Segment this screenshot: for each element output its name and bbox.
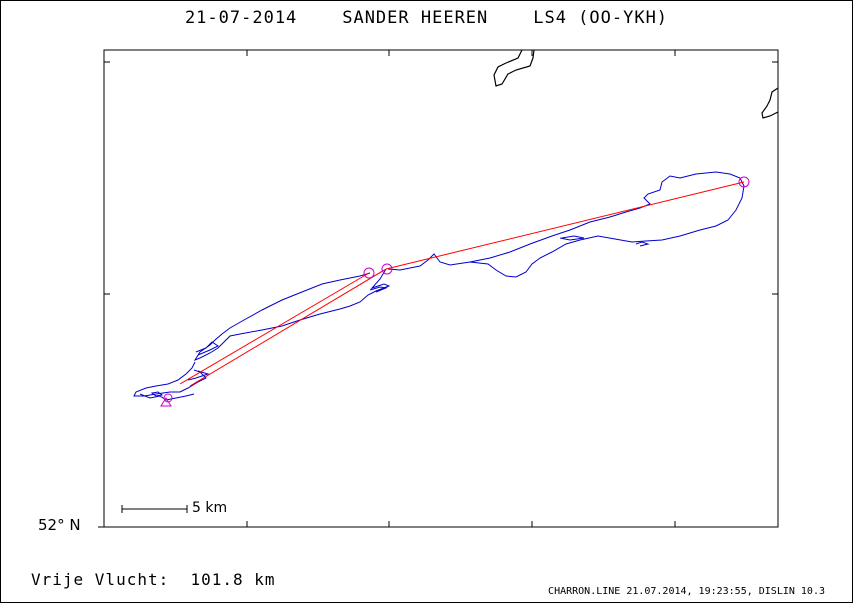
map-border <box>103 49 779 528</box>
task-legs <box>179 181 745 387</box>
flight-title: 21-07-2014 SANDER HEEREN LS4 (OO-YKH) <box>184 8 669 28</box>
turnpoints <box>160 176 750 407</box>
flight-track <box>133 171 745 401</box>
scale-bar <box>121 505 188 513</box>
turnpoint-mid-a <box>381 263 393 275</box>
footer-info: CHARRON.LINE 21.07.2014, 19:23:55, DISLI… <box>548 586 825 597</box>
turnpoint-mid-b <box>363 267 375 279</box>
coastline-top <box>493 49 535 87</box>
latitude-label: 52° N <box>38 516 81 534</box>
turnpoint-east <box>738 176 750 188</box>
scale-label: 5 km <box>192 500 228 516</box>
start-triangle <box>160 397 172 407</box>
distance-summary: Vrije Vlucht: 101.8 km <box>31 570 276 589</box>
coastline-right <box>761 87 779 119</box>
axis-ticks <box>98 50 778 528</box>
